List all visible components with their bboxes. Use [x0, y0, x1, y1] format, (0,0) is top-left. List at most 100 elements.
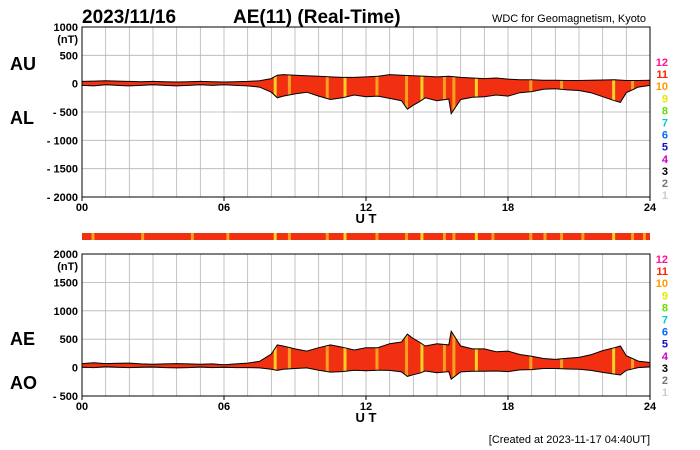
status-bar-segment: [420, 233, 424, 240]
station-count-label: 6: [662, 327, 668, 339]
status-bar-segment: [343, 233, 347, 240]
x-axis-label: U T: [356, 410, 377, 425]
status-bar-segment: [226, 233, 230, 240]
index-label-au: AU: [10, 54, 36, 74]
status-bar-segment: [581, 233, 585, 240]
au-al-panel: 00 06 12 18 24 U T 1000 500 0 - 500 - 1000 - 1500 - …: [10, 22, 657, 226]
status-bar-segment: [141, 233, 145, 240]
area-stripe: [452, 74, 456, 114]
ae-ao-panel: 00 06 12 18 24 U T 2000 1500 1000 500 0 - 500 (nT) AE…: [10, 249, 657, 425]
area-stripe: [325, 74, 329, 114]
area-stripe: [452, 331, 456, 380]
station-count-label: 10: [656, 81, 668, 93]
chart-source: WDC for Geomagnetism, Kyoto: [492, 13, 646, 25]
x-tick-label: 24: [644, 401, 657, 413]
chart-date: 2023/11/16: [82, 7, 176, 28]
area-stripe: [375, 331, 379, 380]
y-tick-label: 1000: [54, 22, 78, 34]
area-stripe: [474, 331, 478, 380]
status-bar-segment: [491, 233, 495, 240]
y-tick-label: 0: [72, 363, 78, 375]
y-tick-label: 1500: [54, 277, 78, 289]
area-stripe: [375, 74, 379, 114]
station-count-label: 5: [662, 142, 668, 154]
station-count-label: 10: [656, 278, 668, 290]
area-stripe: [287, 74, 291, 114]
y-unit-label: (nT): [57, 261, 78, 273]
y-tick-label: 2000: [54, 249, 78, 261]
area-stripe: [343, 74, 347, 114]
status-bar-segment: [405, 233, 409, 240]
station-count-label: 7: [662, 118, 668, 130]
status-bar-segment: [560, 233, 564, 240]
status-bar-segment: [273, 233, 277, 240]
status-bar-segment: [190, 233, 194, 240]
status-bar-segment: [631, 233, 635, 240]
status-bar-segment: [442, 233, 446, 240]
status-bar-segment: [529, 233, 533, 240]
station-count-label: 11: [656, 69, 668, 81]
y-tick-label: - 500: [53, 391, 78, 403]
y-tick-label: 500: [60, 334, 78, 346]
station-count-label: 7: [662, 315, 668, 327]
x-tick-label: 12: [360, 401, 372, 413]
status-bar-segment: [325, 233, 329, 240]
chart-title: AE(11) (Real-Time): [233, 7, 401, 28]
y-tick-label: 1000: [54, 306, 78, 318]
status-bar-segment: [375, 233, 379, 240]
series-line-ao: [81, 366, 651, 381]
area-stripe: [325, 331, 329, 380]
station-count-label: 9: [662, 290, 668, 302]
x-tick-label: 00: [76, 401, 88, 413]
grid: [82, 254, 650, 396]
station-count-label: 9: [662, 93, 668, 105]
grid: [82, 27, 650, 197]
x-tick-label: 12: [360, 202, 372, 214]
index-label-ae: AE: [10, 329, 35, 349]
y-unit-label: (nT): [57, 34, 78, 46]
area-stripe: [287, 331, 291, 380]
status-bar-segment: [543, 233, 547, 240]
y-tick-label: 0: [72, 79, 78, 91]
area-stripe: [631, 331, 635, 380]
area-stripe: [273, 74, 277, 114]
status-bar-segment: [474, 233, 478, 240]
station-count-label: 5: [662, 339, 668, 351]
index-label-al: AL: [10, 108, 34, 128]
station-count-label: 8: [662, 302, 668, 314]
area-stripes: [273, 331, 635, 380]
status-bar-segment: [91, 233, 95, 240]
station-count-bar: [82, 233, 650, 240]
x-axis-label: U T: [356, 211, 377, 226]
x-tick-label: 06: [218, 401, 230, 413]
station-count-label: 2: [662, 178, 668, 190]
station-count-label: 12: [656, 254, 668, 266]
status-bar-segment: [642, 233, 646, 240]
station-count-label: 4: [662, 351, 669, 363]
area-stripe: [420, 331, 424, 380]
series-line-au: [81, 74, 651, 83]
station-count-label: 6: [662, 130, 668, 142]
station-count-label: 1: [662, 387, 668, 399]
area-stripe: [273, 331, 277, 380]
station-count-label: 3: [662, 363, 668, 375]
station-count-label: 12: [656, 57, 668, 69]
area-stripe: [442, 74, 446, 114]
station-count-label: 1: [662, 190, 668, 202]
status-bar-segment: [452, 233, 456, 240]
y-tick-label: - 1000: [47, 135, 78, 147]
status-bar-segment: [287, 233, 291, 240]
area-stripe: [612, 331, 616, 380]
area-stripe: [405, 331, 409, 380]
station-count-label: 11: [656, 266, 668, 278]
index-label-ao: AO: [10, 373, 37, 393]
x-tick-label: 06: [218, 202, 230, 214]
station-count-label: 2: [662, 375, 668, 387]
y-tick-label: 500: [60, 50, 78, 62]
area-stripe: [612, 74, 616, 114]
station-count-label: 4: [662, 154, 669, 166]
area-stripe: [560, 331, 564, 380]
series-line-ae: [81, 329, 651, 366]
